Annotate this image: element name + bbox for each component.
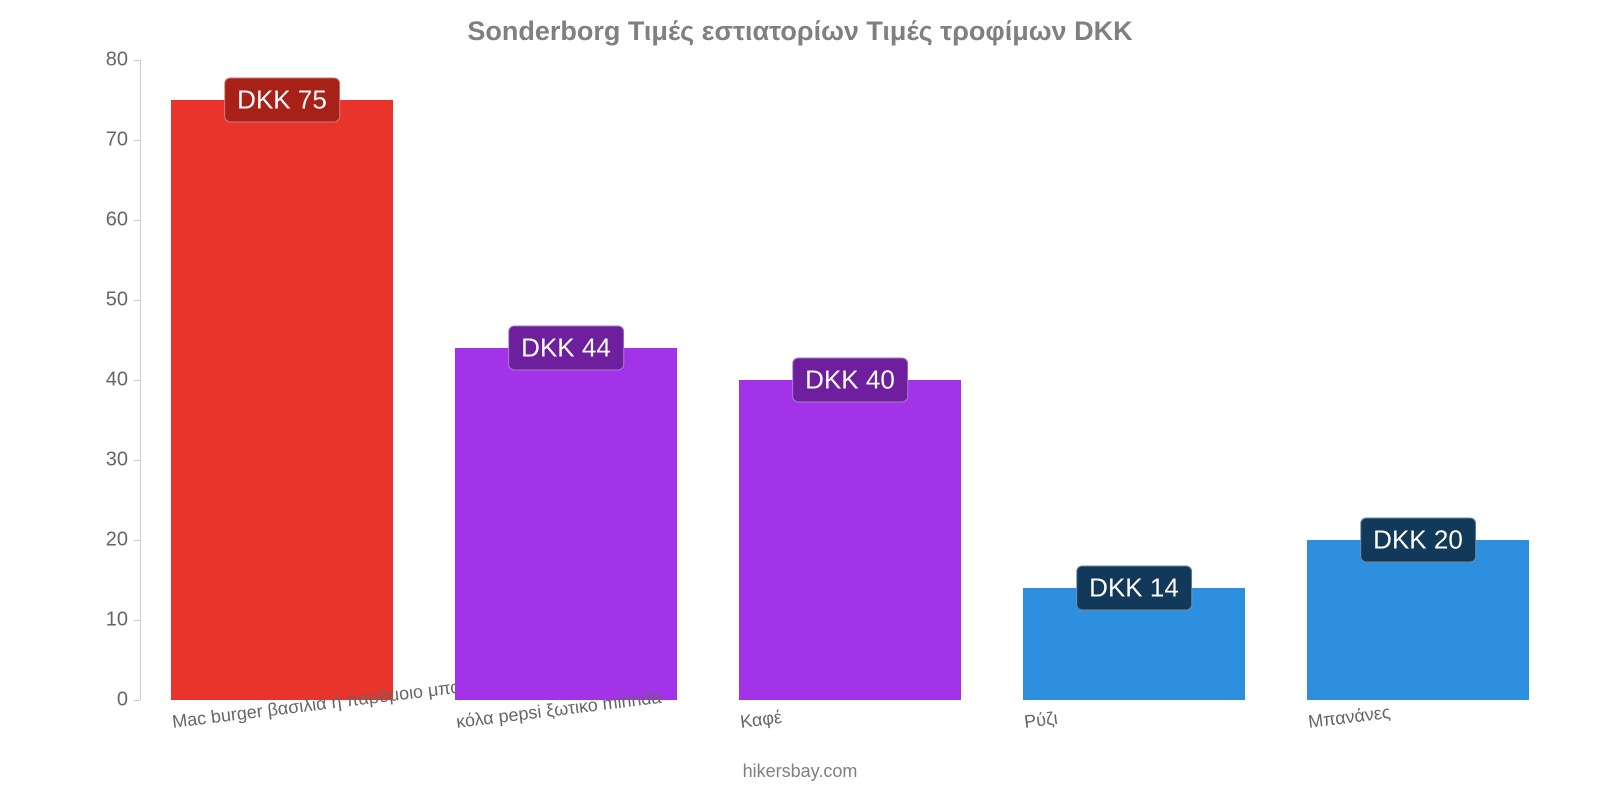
y-tick-label: 60 [106,209,140,232]
y-tick-label: 10 [106,609,140,632]
x-axis-label: Μπανάνες [1307,702,1392,733]
bar: DKK 75 [171,100,393,700]
y-tick-label: 0 [117,689,140,712]
y-tick-label: 40 [106,369,140,392]
bar: DKK 44 [455,348,677,700]
y-tick-label: 30 [106,449,140,472]
y-axis-line [140,60,141,700]
value-badge: DKK 44 [508,326,624,371]
x-axis-label: Ρύζι [1023,708,1059,733]
plot-area: 01020304050607080DKK 75Mac burger βασιλι… [140,60,1560,700]
chart-title: Sonderborg Τιμές εστιατορίων Τιμές τροφί… [0,16,1600,47]
y-tick-label: 80 [106,49,140,72]
value-badge: DKK 75 [224,78,340,123]
value-badge: DKK 20 [1360,518,1476,563]
bar: DKK 14 [1023,588,1245,700]
attribution-text: hikersbay.com [0,761,1600,782]
x-axis-label: Καφέ [739,707,783,733]
bar: DKK 40 [739,380,961,700]
value-badge: DKK 14 [1076,566,1192,611]
chart-container: Sonderborg Τιμές εστιατορίων Τιμές τροφί… [0,0,1600,800]
value-badge: DKK 40 [792,358,908,403]
y-tick-label: 20 [106,529,140,552]
y-tick-label: 70 [106,129,140,152]
y-tick-label: 50 [106,289,140,312]
bar: DKK 20 [1307,540,1529,700]
